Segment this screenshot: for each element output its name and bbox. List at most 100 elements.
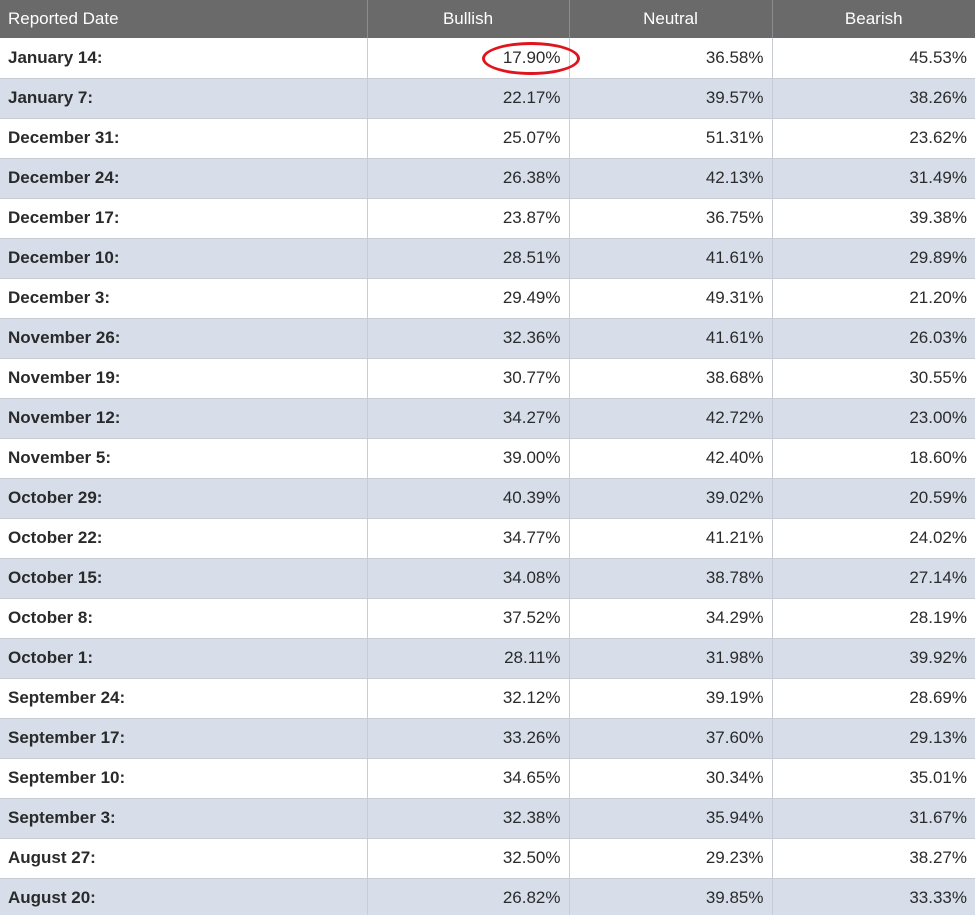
table-row: September 17: 33.26% 37.60% 29.13% [0,718,975,759]
bearish-cell: 18.60% [772,438,975,479]
reported-date-cell: August 20: [0,878,368,915]
bullish-cell: 30.77% [367,358,570,399]
bearish-cell: 39.92% [772,638,975,679]
neutral-cell: 29.23% [569,838,773,879]
column-header-bearish: Bearish [772,0,975,38]
bullish-cell: 26.82% [367,878,570,915]
bearish-cell: 35.01% [772,758,975,799]
table-row: December 31: 25.07% 51.31% 23.62% [0,118,975,159]
bearish-cell: 27.14% [772,558,975,599]
neutral-cell: 35.94% [569,798,773,839]
bullish-cell: 34.27% [367,398,570,439]
bearish-cell: 26.03% [772,318,975,359]
neutral-cell: 51.31% [569,118,773,159]
bearish-cell: 33.33% [772,878,975,915]
neutral-cell: 49.31% [569,278,773,319]
reported-date-cell: December 24: [0,158,368,199]
reported-date-cell: September 3: [0,798,368,839]
bearish-cell: 29.13% [772,718,975,759]
neutral-cell: 41.21% [569,518,773,559]
reported-date-cell: September 17: [0,718,368,759]
bullish-cell: 28.51% [367,238,570,279]
table-row: November 26: 32.36% 41.61% 26.03% [0,318,975,359]
bearish-cell: 28.19% [772,598,975,639]
bearish-cell: 24.02% [772,518,975,559]
reported-date-cell: November 5: [0,438,368,479]
table-row: December 17: 23.87% 36.75% 39.38% [0,198,975,239]
reported-date-cell: December 31: [0,118,368,159]
table-row: August 27: 32.50% 29.23% 38.27% [0,838,975,879]
bullish-cell: 17.90% [367,38,580,79]
bearish-cell: 28.69% [772,678,975,719]
bullish-cell: 34.77% [367,518,570,559]
table-row: November 5: 39.00% 42.40% 18.60% [0,438,975,479]
table-row: January 14: 17.90% 36.58% 45.53% [0,38,975,79]
bullish-cell: 32.36% [367,318,570,359]
neutral-cell: 41.61% [569,238,773,279]
bearish-cell: 39.38% [772,198,975,239]
table-row: September 10: 34.65% 30.34% 35.01% [0,758,975,799]
bullish-cell: 23.87% [367,198,570,239]
table-row: October 15: 34.08% 38.78% 27.14% [0,558,975,599]
bearish-cell: 31.67% [772,798,975,839]
bullish-cell: 40.39% [367,478,570,519]
table-row: October 29: 40.39% 39.02% 20.59% [0,478,975,519]
reported-date-cell: December 3: [0,278,368,319]
neutral-cell: 42.40% [569,438,773,479]
neutral-cell: 39.19% [569,678,773,719]
reported-date-cell: November 19: [0,358,368,399]
bullish-cell: 33.26% [367,718,570,759]
bullish-cell: 32.38% [367,798,570,839]
bullish-cell: 37.52% [367,598,570,639]
table-row: September 24: 32.12% 39.19% 28.69% [0,678,975,719]
bullish-cell: 32.12% [367,678,570,719]
table-row: December 10: 28.51% 41.61% 29.89% [0,238,975,279]
reported-date-cell: December 17: [0,198,368,239]
neutral-cell: 36.58% [569,38,773,79]
reported-date-cell: November 12: [0,398,368,439]
bearish-cell: 38.26% [772,78,975,119]
reported-date-cell: October 1: [0,638,368,679]
reported-date-cell: December 10: [0,238,368,279]
table-row: November 19: 30.77% 38.68% 30.55% [0,358,975,399]
reported-date-cell: November 26: [0,318,368,359]
table-row: November 12: 34.27% 42.72% 23.00% [0,398,975,439]
table-row: September 3: 32.38% 35.94% 31.67% [0,798,975,839]
reported-date-cell: August 27: [0,838,368,879]
table-row: October 1: 28.11% 31.98% 39.92% [0,638,975,679]
bullish-cell: 29.49% [367,278,570,319]
bearish-cell: 45.53% [772,38,975,79]
bearish-cell: 31.49% [772,158,975,199]
bullish-cell: 26.38% [367,158,570,199]
bullish-cell: 39.00% [367,438,570,479]
table-row: December 3: 29.49% 49.31% 21.20% [0,278,975,319]
table-row: January 7: 22.17% 39.57% 38.26% [0,78,975,119]
bullish-cell: 32.50% [367,838,570,879]
table-row: August 20: 26.82% 39.85% 33.33% [0,878,975,915]
column-header-reported-date: Reported Date [0,0,368,38]
bullish-value: 17.90% [502,47,561,67]
neutral-cell: 42.72% [569,398,773,439]
bearish-cell: 30.55% [772,358,975,399]
bullish-cell: 22.17% [367,78,570,119]
bearish-cell: 23.62% [772,118,975,159]
bullish-cell: 28.11% [367,638,570,679]
reported-date-cell: September 24: [0,678,368,719]
reported-date-cell: October 29: [0,478,368,519]
reported-date-cell: October 22: [0,518,368,559]
bearish-cell: 38.27% [772,838,975,879]
neutral-cell: 39.02% [569,478,773,519]
neutral-cell: 38.78% [569,558,773,599]
reported-date-cell: September 10: [0,758,368,799]
neutral-cell: 41.61% [569,318,773,359]
reported-date-cell: January 7: [0,78,368,119]
bullish-cell: 34.65% [367,758,570,799]
neutral-cell: 39.57% [569,78,773,119]
bearish-cell: 29.89% [772,238,975,279]
table-row: October 8: 37.52% 34.29% 28.19% [0,598,975,639]
neutral-cell: 34.29% [569,598,773,639]
table-body: January 14: 17.90% 36.58% 45.53% January… [0,38,975,915]
neutral-cell: 30.34% [569,758,773,799]
table-header: Reported Date Bullish Neutral Bearish [0,0,975,38]
